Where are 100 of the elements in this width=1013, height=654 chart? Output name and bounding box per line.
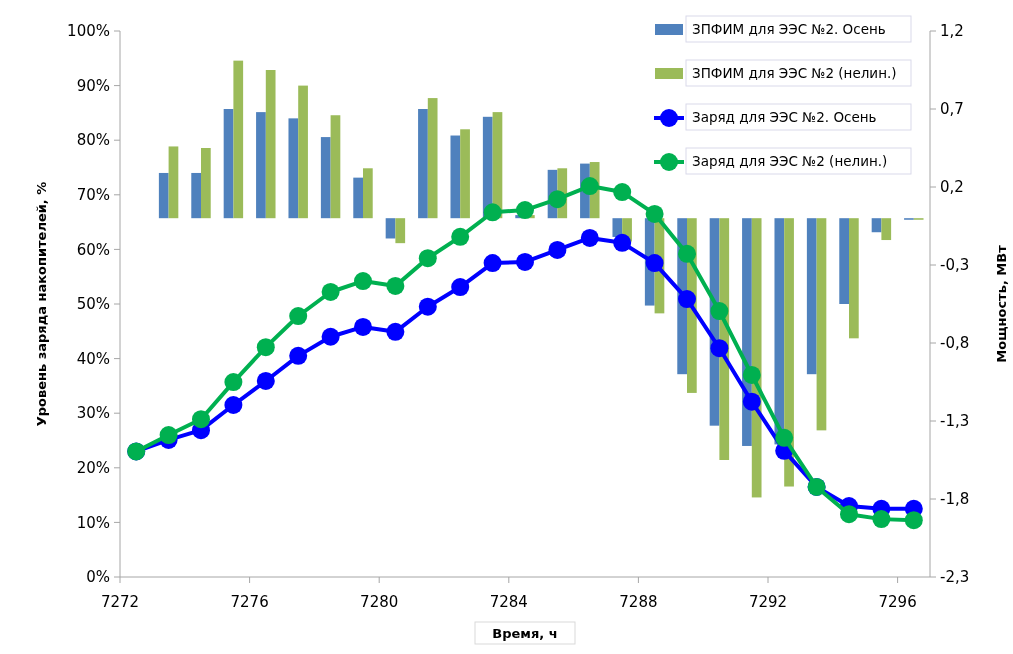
y-tick-label: 0% (86, 568, 110, 587)
bar (839, 218, 849, 304)
point (386, 276, 405, 295)
bar (168, 146, 179, 219)
y2-tick-label: 0,2 (940, 178, 964, 197)
bar (774, 218, 785, 445)
y-tick-label: 10% (76, 513, 110, 532)
point (710, 302, 729, 321)
bar (298, 85, 308, 219)
point (840, 505, 858, 524)
point (710, 339, 729, 358)
point (451, 227, 470, 246)
point (483, 254, 502, 273)
point (224, 396, 243, 415)
bar (816, 218, 827, 431)
bar (353, 177, 363, 219)
point (904, 511, 923, 530)
y-tick-label: 60% (76, 240, 110, 259)
point (321, 327, 340, 346)
point (289, 346, 308, 365)
bar (330, 115, 341, 219)
point (386, 322, 405, 341)
y2-tick-label: -0,8 (940, 334, 970, 353)
point (742, 365, 761, 384)
bar (871, 218, 882, 233)
y2-tick-label: -1,8 (940, 490, 970, 509)
point (451, 278, 470, 297)
x-tick-label: 7276 (230, 593, 269, 611)
y-axis-title: Уровень заряда накопителей, % (34, 181, 49, 427)
point (289, 307, 308, 326)
bar (158, 172, 169, 219)
bar (320, 137, 331, 219)
x-tick-label: 7284 (489, 593, 528, 611)
bar (450, 135, 461, 219)
y2-axis-title: Мощность, МВт (994, 244, 1009, 363)
bar (427, 98, 438, 219)
bar (191, 172, 201, 219)
y-tick-label: 80% (76, 131, 110, 150)
y2-tick-label: -2,3 (940, 568, 970, 587)
y-tick-label: 20% (76, 459, 110, 478)
point (678, 244, 696, 263)
y2-tick-label: -1,3 (940, 412, 970, 431)
bar (849, 218, 859, 339)
legend-label: Заряд для ЭЭС №2 (нелин.) (692, 153, 888, 169)
point (678, 290, 696, 309)
y2-tick-label: 1,2 (940, 22, 964, 41)
bar (460, 129, 470, 219)
bar (806, 218, 817, 375)
point (418, 297, 437, 316)
x-tick-label: 7272 (100, 593, 140, 611)
y2-tick-label: -0,3 (940, 256, 970, 275)
point (548, 190, 567, 209)
point (224, 373, 243, 392)
point (613, 183, 632, 202)
point (483, 203, 502, 222)
point (354, 272, 372, 291)
point (418, 249, 437, 268)
x-tick-label: 7280 (360, 593, 399, 611)
x-tick-label: 7296 (878, 593, 917, 611)
y-tick-label: 100% (67, 22, 110, 41)
bar (288, 118, 299, 219)
y2-tick-label: 0,7 (940, 100, 964, 119)
point (742, 392, 761, 411)
x-tick-label: 7292 (748, 593, 788, 611)
point (321, 282, 340, 301)
bar (881, 218, 892, 241)
bar (385, 218, 396, 239)
point (159, 426, 178, 445)
point (192, 410, 210, 429)
bar (223, 109, 234, 219)
bar (784, 218, 794, 487)
y-tick-label: 40% (76, 349, 110, 368)
point (872, 510, 891, 529)
point (354, 317, 372, 336)
bar (612, 218, 623, 237)
legend-label: ЗПФИМ для ЭЭС №2. Осень (692, 21, 886, 37)
bar (363, 168, 373, 219)
point (580, 177, 599, 196)
y-tick-label: 70% (76, 186, 110, 205)
x-tick-label: 7288 (619, 593, 658, 611)
legend-label: ЗПФИМ для ЭЭС №2 (нелин.) (692, 65, 897, 81)
point (548, 240, 567, 259)
point (256, 338, 275, 357)
legend-label: Заряд для ЭЭС №2. Осень (692, 109, 877, 125)
bar (418, 109, 428, 219)
bar (395, 218, 406, 244)
point (516, 252, 534, 271)
bar (233, 60, 244, 219)
bar (265, 70, 276, 219)
bar (256, 112, 266, 219)
point (256, 371, 275, 390)
y-tick-label: 90% (76, 76, 110, 95)
x-axis-title: Время, ч (492, 626, 558, 641)
bar (201, 148, 211, 219)
y-tick-label: 30% (76, 404, 110, 423)
point (645, 254, 664, 273)
point (580, 228, 599, 247)
y-tick-label: 50% (76, 295, 110, 314)
point (613, 233, 632, 252)
point (516, 201, 534, 220)
